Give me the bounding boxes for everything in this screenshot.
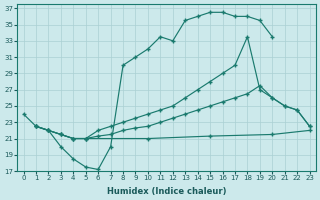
X-axis label: Humidex (Indice chaleur): Humidex (Indice chaleur) [107,187,226,196]
